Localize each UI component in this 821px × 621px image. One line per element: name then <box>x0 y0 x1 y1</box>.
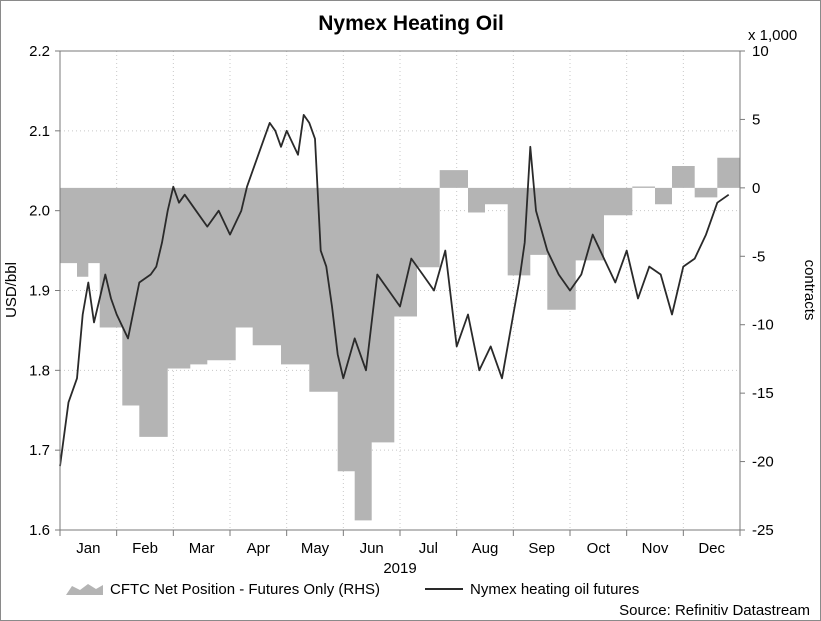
x-ticks: Jan Feb Mar Apr May Jun Jul Aug Sep Oct Nov Dec <box>59 530 741 557</box>
y-tick-label-4: 2.0 <box>29 203 50 220</box>
chart-title: Nymex Heating Oil <box>318 12 504 35</box>
line-series <box>59 114 730 467</box>
x-axis-title: 2019 <box>383 560 416 577</box>
x-tick-label-jan: Jan <box>76 540 100 557</box>
y2-axis-title: contracts <box>801 260 818 321</box>
y-tick-label-5: 2.1 <box>29 123 50 140</box>
x-tick-label-mar: Mar <box>189 540 215 557</box>
y-tick-label-6: 2.2 <box>29 43 50 60</box>
legend-line-label: Nymex heating oil futures <box>470 581 639 598</box>
x-tick-label-oct: Oct <box>587 540 611 557</box>
legend: CFTC Net Position - Futures Only (RHS) N… <box>66 581 639 598</box>
heating-oil-line <box>59 114 730 467</box>
y2-tick-label-4: -5 <box>752 248 765 265</box>
y2-tick-label-3: -10 <box>752 317 774 334</box>
y2-tick-label-1: -20 <box>752 454 774 471</box>
y2-ticks: -25 -20 -15 -10 -5 0 5 10 <box>740 43 774 539</box>
x-tick-label-sep: Sep <box>528 540 555 557</box>
y-tick-label-3: 1.9 <box>29 283 50 300</box>
x-tick-label-may: May <box>301 540 330 557</box>
y2-tick-label-6: 5 <box>752 111 760 128</box>
x-tick-label-dec: Dec <box>698 540 725 557</box>
x-tick-label-jun: Jun <box>360 540 384 557</box>
legend-area-label: CFTC Net Position - Futures Only (RHS) <box>110 581 380 598</box>
y2-tick-label-5: 0 <box>752 180 760 197</box>
y2-multiplier-label: x 1,000 <box>748 27 797 44</box>
y-ticks: 1.6 1.7 1.8 1.9 2.0 2.1 2.2 <box>29 43 60 539</box>
x-tick-label-aug: Aug <box>472 540 499 557</box>
x-tick-label-nov: Nov <box>642 540 669 557</box>
legend-area-swatch <box>66 584 103 595</box>
y2-tick-label-7: 10 <box>752 43 769 60</box>
net-position-area <box>60 157 740 521</box>
y-axis-title: USD/bbl <box>3 262 20 318</box>
y2-tick-label-2: -15 <box>752 385 774 402</box>
source-note: Source: Refinitiv Datastream <box>619 602 810 619</box>
y-tick-label-0: 1.6 <box>29 522 50 539</box>
x-tick-label-jul: Jul <box>419 540 438 557</box>
y-tick-label-2: 1.8 <box>29 362 50 379</box>
x-tick-label-apr: Apr <box>247 540 270 557</box>
x-tick-label-feb: Feb <box>132 540 158 557</box>
y2-tick-label-0: -25 <box>752 522 774 539</box>
area-series <box>60 157 740 521</box>
y-tick-label-1: 1.7 <box>29 442 50 459</box>
